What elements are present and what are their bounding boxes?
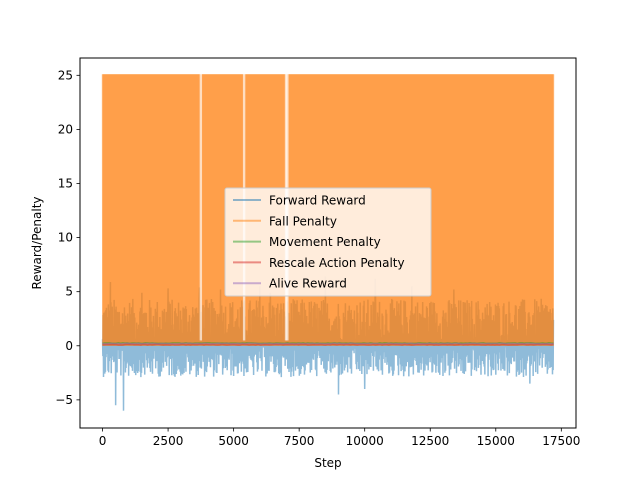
x-tick-label: 15000 xyxy=(477,434,515,448)
legend: Forward Reward Fall Penalty Movement Penal… xyxy=(224,187,432,297)
legend-label: Forward Reward xyxy=(269,194,366,208)
axes-frame xyxy=(79,57,577,429)
series-line xyxy=(102,343,554,346)
legend-item: Alive Reward xyxy=(233,277,347,291)
series-rescale-action-penalty xyxy=(102,343,554,346)
legend-box xyxy=(224,187,432,297)
x-tick-label: 5000 xyxy=(218,434,249,448)
series-gap xyxy=(199,73,203,341)
legend-label: Fall Penalty xyxy=(269,214,337,228)
legend-item: Rescale Action Penalty xyxy=(233,256,405,270)
y-tick-label: 5 xyxy=(65,285,73,299)
y-tick-label: 20 xyxy=(58,122,73,136)
legend-item: Fall Penalty xyxy=(233,214,337,228)
y-axis-label: Reward/Penalty xyxy=(30,196,44,289)
y-tick-label: −5 xyxy=(55,393,73,407)
y-tick-label: 15 xyxy=(58,176,73,190)
legend-label: Movement Penalty xyxy=(269,235,381,249)
y-tick-label: 10 xyxy=(58,231,73,245)
x-tick-label: 7500 xyxy=(284,434,315,448)
legend-item: Forward Reward xyxy=(233,194,366,208)
y-tick-label: 25 xyxy=(58,68,73,82)
legend-label: Alive Reward xyxy=(269,277,347,291)
legend-label: Rescale Action Penalty xyxy=(269,256,405,270)
x-tick-label: 2500 xyxy=(153,434,184,448)
x-tick-label: 10000 xyxy=(346,434,384,448)
x-tick-label: 0 xyxy=(99,434,107,448)
y-tick-label: 0 xyxy=(65,339,73,353)
series-line xyxy=(102,342,554,345)
x-tick-label: 12500 xyxy=(411,434,449,448)
x-axis-label: Step xyxy=(314,456,341,470)
series-alive-reward xyxy=(102,342,554,345)
legend-item: Movement Penalty xyxy=(233,235,381,249)
x-tick-label: 17500 xyxy=(542,434,580,448)
axis-ticks: 0 2500 5000 7500 10000 12500 15000 17500 −5 0 5 10 1… xyxy=(55,68,580,448)
